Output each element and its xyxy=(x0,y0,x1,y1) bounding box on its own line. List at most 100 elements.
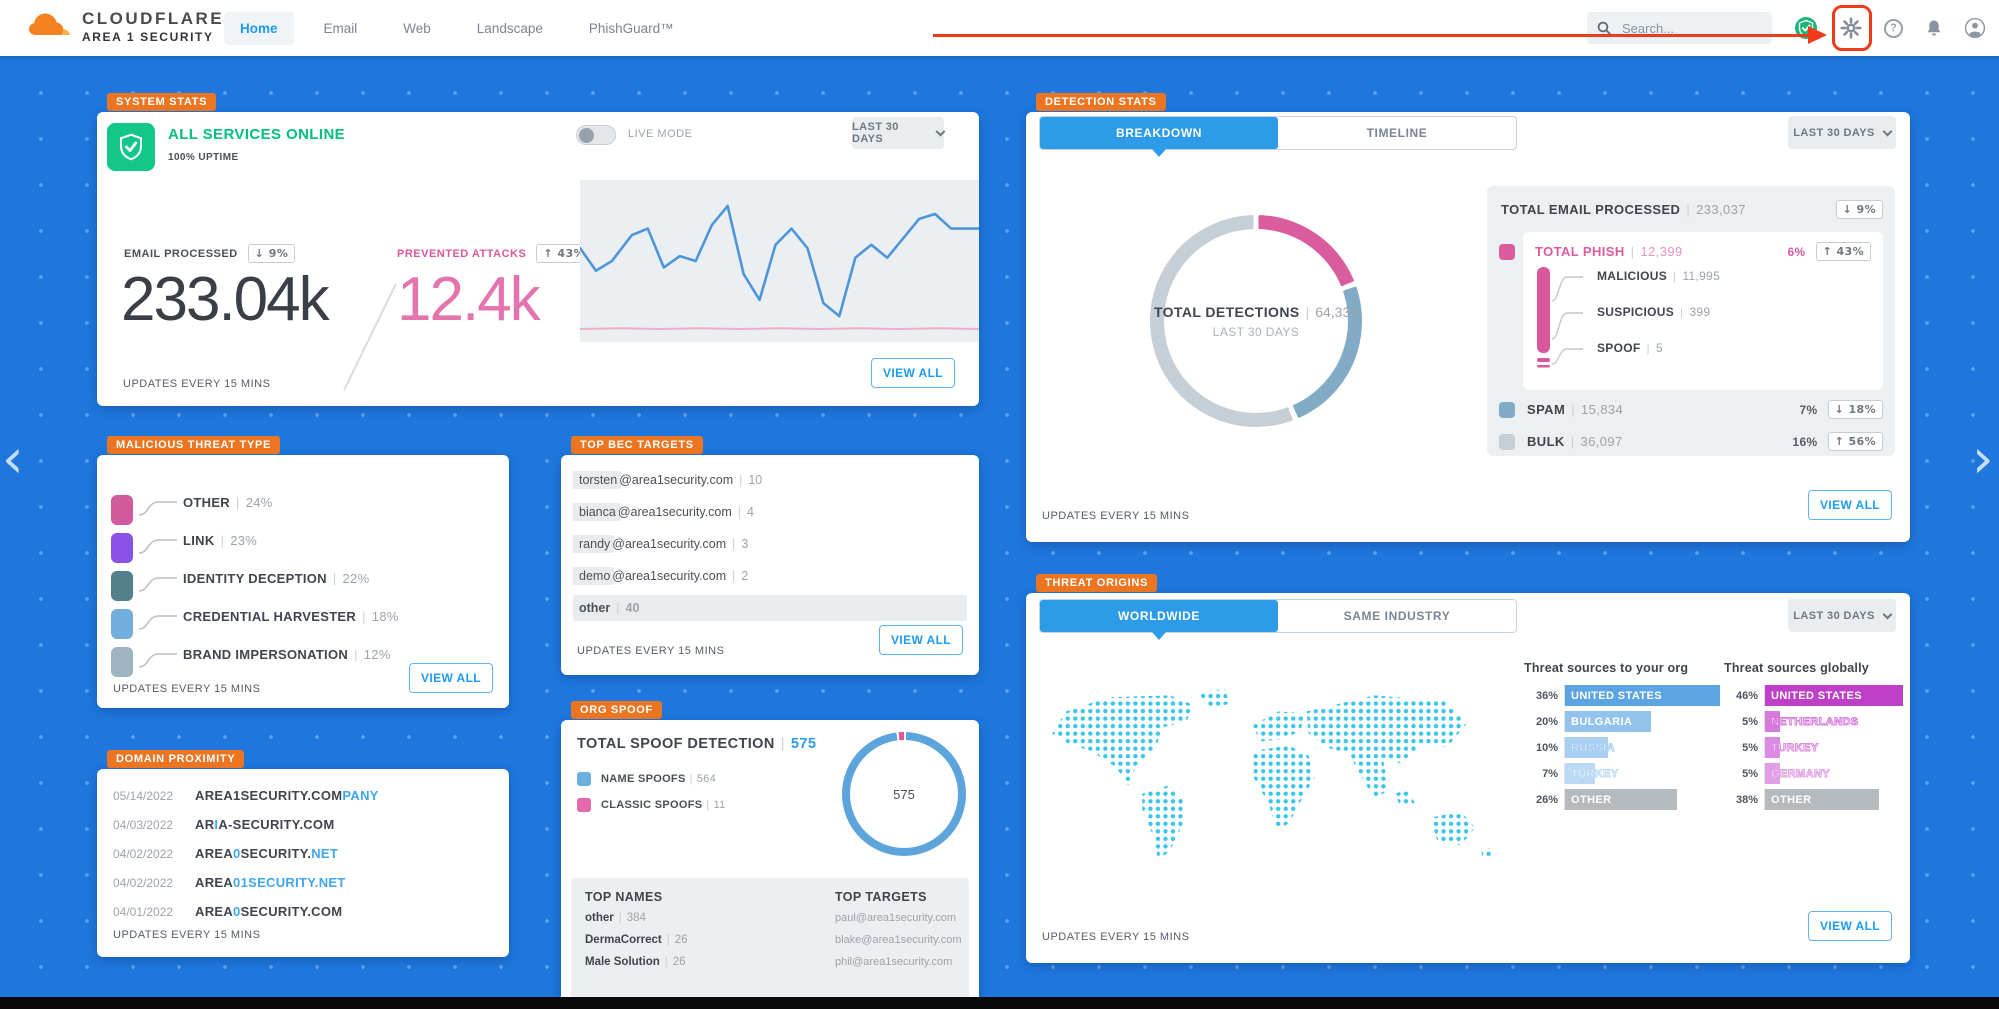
threat-source-row: 20% BULGARIA xyxy=(1524,711,1728,732)
nav-tab-email[interactable]: Email xyxy=(323,20,358,36)
threat-source-pct: 7% xyxy=(1542,767,1558,780)
spam-value: 15,834 xyxy=(1580,402,1624,417)
phish-breakdown: MALICIOUS | 11,995 SUSPICIOUS | 399 SPOOF | 5 xyxy=(1535,265,1871,381)
bec-other-label: other xyxy=(579,601,611,615)
threat-type-chip xyxy=(111,533,133,563)
user-icon[interactable] xyxy=(1965,18,1985,38)
system-stats-card: SYSTEM STATS ALL SERVICES ONLINE 100% UP… xyxy=(97,93,979,406)
email-processed-value: 233.04k xyxy=(121,265,330,334)
card-tag: MALICIOUS THREAT TYPE xyxy=(107,436,281,454)
malicious-threat-type-card: MALICIOUS THREAT TYPE OTHER | 24% LINK | 23% I… xyxy=(97,436,509,708)
bec-user: randy xyxy=(573,535,615,553)
bec-row[interactable]: demo @area1security.com | 2 xyxy=(573,563,967,589)
domain-row[interactable]: 05/14/2022 AREA1SECURITY.COMPANY xyxy=(113,781,493,810)
nav-tab-landscape[interactable]: Landscape xyxy=(476,20,543,36)
domain-date: 05/14/2022 xyxy=(113,788,174,803)
search-box[interactable] xyxy=(1587,12,1772,44)
threat-source-row: 7% TURKEY xyxy=(1524,763,1728,784)
view-all-button[interactable]: VIEW ALL xyxy=(1808,911,1892,941)
view-all-button[interactable]: VIEW ALL xyxy=(409,663,493,693)
bec-domain: @area1security.com xyxy=(612,569,727,583)
threat-type-pct: 18% xyxy=(371,609,399,624)
threat-source-bar: UNITED STATES xyxy=(1765,685,1903,706)
search-input[interactable] xyxy=(1620,19,1750,37)
total-phish-row: TOTAL PHISH | 12,399 6% ↑ 43% xyxy=(1535,242,1871,261)
bec-row[interactable]: randy @area1security.com | 3 xyxy=(573,531,967,557)
threat-source-label: TURKEY xyxy=(1771,741,1819,754)
threat-source-pct: 26% xyxy=(1535,793,1558,806)
bulk-value: 36,097 xyxy=(1580,434,1623,449)
range-dropdown[interactable]: LAST 30 DAYS xyxy=(852,117,946,149)
threat-source-bar: TURKEY xyxy=(1565,763,1619,784)
global-column-title: Threat sources globally xyxy=(1724,661,1869,675)
chevron-down-icon xyxy=(1882,126,1893,136)
bec-user: torsten xyxy=(573,471,622,489)
brand-sub: AREA 1 SECURITY xyxy=(82,30,214,44)
carousel-prev-button[interactable]: ‹ xyxy=(2,427,24,490)
range-label: LAST 30 DAYS xyxy=(1793,126,1875,139)
spoof-title: TOTAL SPOOF DETECTION | 575 xyxy=(577,736,817,752)
threat-source-pct: 20% xyxy=(1535,715,1558,728)
view-all-button[interactable]: VIEW ALL xyxy=(879,625,963,655)
bulk-pct: 16% xyxy=(1792,434,1818,449)
tab-timeline[interactable]: TIMELINE xyxy=(1366,126,1428,140)
carousel-next-button[interactable]: › xyxy=(1972,427,1994,490)
phish-sub-row: MALICIOUS | 11,995 xyxy=(1597,269,1721,283)
threat-source-bar: OTHER xyxy=(1565,789,1677,810)
view-all-button[interactable]: VIEW ALL xyxy=(1808,490,1892,520)
total-phish-card: TOTAL PHISH | 12,399 6% ↑ 43% xyxy=(1523,232,1883,390)
domain-row[interactable]: 04/02/2022 AREA0SECURITY.NET xyxy=(113,839,493,868)
gear-icon[interactable] xyxy=(1840,17,1862,39)
brand-text: CLOUDFLARE AREA 1 SECURITY xyxy=(82,9,224,44)
legend-chip xyxy=(577,798,591,812)
view-all-button[interactable]: VIEW ALL xyxy=(871,358,955,388)
chevron-down-icon xyxy=(935,126,946,137)
tab-breakdown[interactable]: BREAKDOWN xyxy=(1040,117,1278,157)
delta-badge: ↓ 18% xyxy=(1827,400,1883,419)
threat-type-label: LINK xyxy=(183,533,215,548)
detections-donut-chart xyxy=(1150,215,1362,427)
domain-row[interactable]: 04/03/2022 ARIA-SECURITY.COM xyxy=(113,810,493,839)
range-dropdown[interactable]: LAST 30 DAYS xyxy=(1788,116,1896,149)
domain-name: AREA01SECURITY.NET xyxy=(195,875,346,890)
domain-row[interactable]: 04/01/2022 AREA0SECURITY.COM xyxy=(113,897,493,926)
threat-source-pct: 36% xyxy=(1535,689,1558,702)
threat-source-pct: 5% xyxy=(1742,767,1758,780)
range-dropdown[interactable]: LAST 30 DAYS xyxy=(1788,599,1896,632)
legend-value: 564 xyxy=(696,773,717,785)
tab-same-industry[interactable]: SAME INDUSTRY xyxy=(1343,609,1451,623)
help-icon[interactable]: ? xyxy=(1884,18,1903,38)
updates-note: UPDATES EVERY 15 MINS xyxy=(123,378,271,390)
threat-source-row: 26% OTHER xyxy=(1524,789,1728,810)
nav-right-cluster: ? xyxy=(1587,0,1985,56)
spoof-total: 575 xyxy=(790,736,817,752)
top-targets-header: TOP TARGETS xyxy=(835,890,927,904)
total-email-label: TOTAL EMAIL PROCESSED xyxy=(1501,202,1681,217)
bec-row[interactable]: bianca @area1security.com | 4 xyxy=(573,499,967,525)
nav-tab-web[interactable]: Web xyxy=(403,20,431,36)
tab-worldwide[interactable]: WORLDWIDE xyxy=(1040,600,1278,640)
org-bars: 36% UNITED STATES 20% BULGARIA 10% RUSSIA 7% TU… xyxy=(1524,685,1728,810)
top-bec-targets-card: TOP BEC TARGETS torsten @area1security.co… xyxy=(561,436,979,675)
range-label: LAST 30 DAYS xyxy=(852,121,899,145)
bec-row[interactable]: torsten @area1security.com | 10 xyxy=(573,467,967,493)
annotation-arrow-head xyxy=(1808,26,1827,44)
threat-type-chip xyxy=(111,495,133,525)
threat-source-row: 5% GERMANY xyxy=(1724,763,1910,784)
bec-row-other[interactable]: other | 40 xyxy=(573,595,967,621)
brand[interactable]: CLOUDFLARE AREA 1 SECURITY xyxy=(26,8,224,45)
nav-tab-home[interactable]: Home xyxy=(224,11,294,45)
threat-type-row: BRAND IMPERSONATION | 12% xyxy=(111,647,495,685)
live-mode-toggle[interactable] xyxy=(576,125,616,145)
threat-source-label: OTHER xyxy=(1571,793,1612,806)
nav-tab-phishguard[interactable]: PhishGuard™ xyxy=(588,20,674,36)
live-mode-label: LIVE MODE xyxy=(628,128,693,140)
threat-source-bar: TURKEY xyxy=(1765,737,1819,758)
domain-row[interactable]: 04/02/2022 AREA01SECURITY.NET xyxy=(113,868,493,897)
top-target-row: paul@area1security.com xyxy=(835,912,957,924)
bec-domain: @area1security.com xyxy=(612,537,727,551)
domain-date: 04/02/2022 xyxy=(113,846,174,861)
threat-source-row: 46% UNITED STATES xyxy=(1724,685,1910,706)
bell-icon[interactable] xyxy=(1925,19,1943,38)
